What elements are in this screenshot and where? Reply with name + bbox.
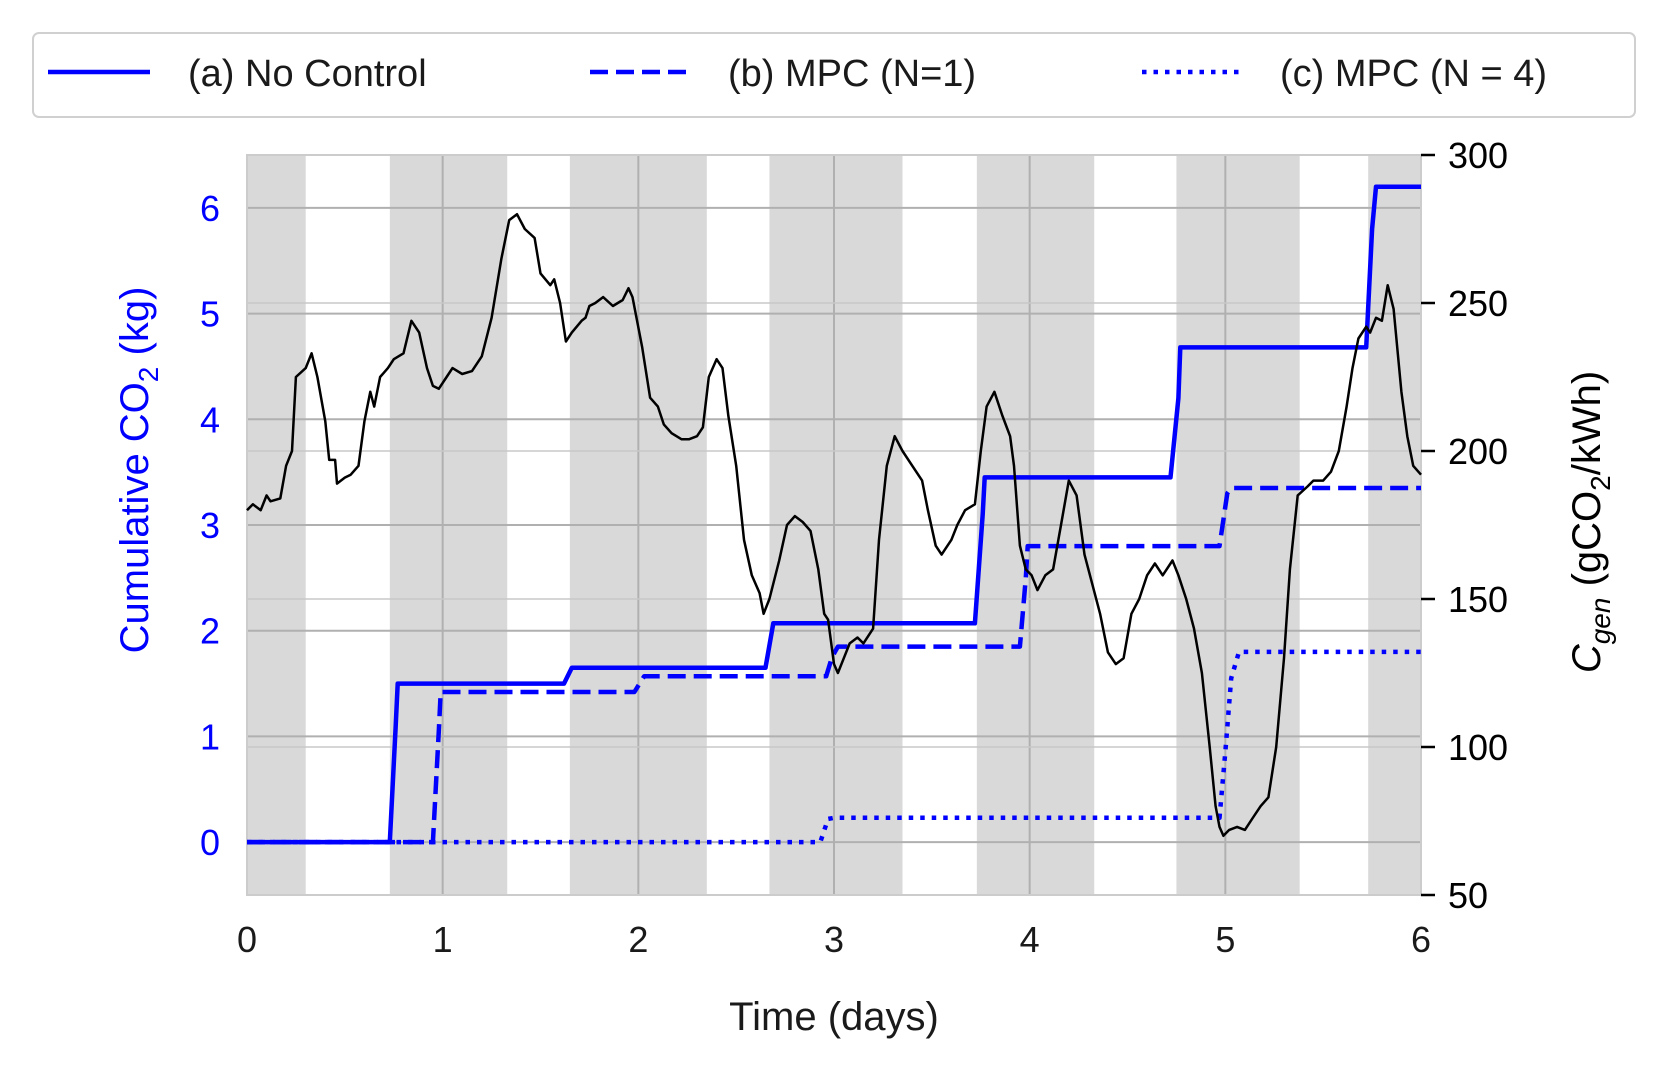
y-axis-right-title-post: /kWh) — [1565, 371, 1609, 475]
x-tick-label: 5 — [1215, 919, 1235, 960]
axes-layer: 0 1 2 3 4 5 6 0 1 2 3 4 5 6 50 100 150 200 250 300 — [200, 135, 1508, 960]
series-line-mpc-n1 — [247, 485, 1421, 845]
y-axis-right-title-c: C — [1565, 643, 1609, 673]
y-axis-left-title-sub: 2 — [133, 367, 164, 383]
legend-label-no-control: (a) No Control — [188, 53, 427, 95]
y-axis-right-title-c-sub: gen — [1585, 598, 1616, 645]
y-axis-left-title-pre: Cumulative CO — [113, 382, 157, 653]
y-left-tick-label: 4 — [200, 399, 220, 440]
carbon-intensity-line — [246, 212, 1422, 838]
y-axis-left-title: Cumulative CO2 (kg) — [113, 287, 164, 654]
y-left-tick-label: 0 — [200, 822, 220, 863]
legend-label-mpc-n1: (b) MPC (N=1) — [728, 53, 976, 95]
y-right-tick-label: 50 — [1448, 875, 1488, 916]
x-tick-label: 2 — [628, 919, 648, 960]
x-axis-title: Time (days) — [729, 995, 939, 1039]
y-left-tick-label: 6 — [200, 188, 220, 229]
legend: (a) No Control (b) MPC (N=1) (c) MPC (N … — [32, 32, 1636, 118]
x-tick-label: 0 — [237, 919, 257, 960]
x-tick-label: 1 — [433, 919, 453, 960]
y-left-tick-label: 3 — [200, 505, 220, 546]
y-axis-right-title-sub: 2 — [1585, 475, 1616, 491]
series-line-mpc-n4 — [247, 649, 1421, 845]
y-right-tick-label: 100 — [1448, 727, 1508, 768]
legend-box — [32, 32, 1636, 118]
y-left-tick-label: 5 — [200, 294, 220, 335]
y-right-tick-label: 150 — [1448, 579, 1508, 620]
y-axis-right-title: Cgen (gCO2/kWh) — [1565, 371, 1616, 673]
y-right-tick-label: 200 — [1448, 431, 1508, 472]
y-right-tick-label: 300 — [1448, 135, 1508, 176]
series-layer — [246, 184, 1422, 845]
plot-frame — [246, 154, 1422, 896]
x-tick-label: 6 — [1411, 919, 1431, 960]
y-right-tick-label: 250 — [1448, 283, 1508, 324]
x-tick-label: 3 — [824, 919, 844, 960]
y-axis-left-title-post: (kg) — [113, 287, 157, 367]
x-tick-label: 4 — [1020, 919, 1040, 960]
legend-label-mpc-n4: (c) MPC (N = 4) — [1280, 53, 1547, 95]
y-axis-right-title-mid: (gCO — [1565, 491, 1609, 598]
y-left-tick-label: 1 — [200, 716, 220, 757]
y-left-tick-label: 2 — [200, 611, 220, 652]
